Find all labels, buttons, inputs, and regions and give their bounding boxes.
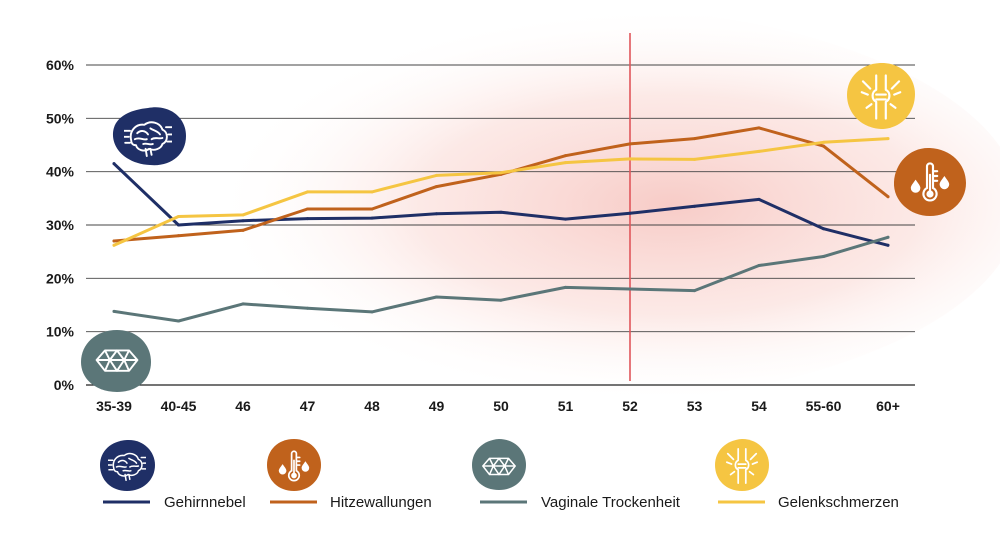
badge-thermo — [893, 147, 966, 216]
legend-item-brain: Gehirnnebel — [100, 439, 246, 511]
point-hot — [628, 142, 632, 146]
y-tick-label: 30% — [46, 217, 75, 233]
point-brain — [306, 217, 309, 221]
y-tick-label: 60% — [46, 57, 75, 73]
legend-brain-label: Gehirnnebel — [164, 494, 246, 511]
point-joint — [822, 140, 825, 144]
point-dry — [628, 287, 632, 291]
point-brain — [693, 204, 696, 208]
point-joint — [886, 137, 890, 141]
point-hot — [757, 126, 761, 130]
badge-brain-blob — [112, 107, 186, 166]
point-brain — [241, 219, 245, 223]
point-joint — [241, 213, 245, 217]
point-brain — [370, 216, 374, 220]
point-dry — [306, 306, 309, 310]
point-joint — [112, 243, 116, 247]
point-hot — [886, 195, 890, 199]
point-hot — [370, 207, 374, 211]
point-brain — [177, 223, 180, 227]
x-tick-label: 35-39 — [96, 398, 132, 414]
point-dry — [693, 289, 696, 293]
point-hot — [306, 207, 309, 211]
x-tick-label: 55-60 — [806, 398, 842, 414]
legend-item-crystal: Vaginale Trockenheit — [472, 439, 681, 511]
y-axis: 0% 10% 20% 30% 40% 50% 60% — [46, 57, 75, 393]
point-joint — [693, 157, 696, 161]
legend-crystal-blob — [472, 439, 526, 490]
series-lines — [112, 126, 890, 323]
x-tick-label: 52 — [622, 398, 638, 414]
point-joint — [757, 149, 761, 153]
point-dry — [886, 235, 890, 239]
x-tick-label: 48 — [364, 398, 380, 414]
point-brain — [822, 227, 825, 231]
legend-thermo-label: Hitzewallungen — [330, 494, 432, 511]
badge-brain — [112, 107, 186, 166]
point-joint — [628, 157, 632, 161]
point-hot — [435, 185, 438, 189]
legend-item-joint: Gelenkschmerzen — [715, 439, 899, 511]
point-dry — [177, 319, 180, 323]
x-tick-label: 49 — [429, 398, 445, 414]
point-brain — [628, 211, 632, 215]
point-joint — [370, 190, 374, 194]
point-joint — [435, 173, 438, 177]
point-joint — [306, 190, 309, 194]
badge-joint-blob — [847, 62, 915, 129]
point-hot — [564, 154, 567, 158]
x-tick-label: 50 — [493, 398, 509, 414]
point-brain — [112, 162, 116, 166]
point-dry — [241, 302, 245, 306]
badge-joint — [847, 62, 915, 129]
legend-crystal-label: Vaginale Trockenheit — [541, 494, 681, 511]
point-hot — [112, 239, 116, 243]
point-hot — [822, 144, 825, 148]
x-tick-label: 46 — [235, 398, 251, 414]
legend-joint-blob — [715, 439, 769, 491]
y-tick-label: 10% — [46, 324, 75, 340]
y-tick-label: 20% — [46, 270, 75, 286]
x-tick-label: 53 — [687, 398, 703, 414]
x-tick-label: 60+ — [876, 398, 900, 414]
y-tick-label: 50% — [46, 110, 75, 126]
point-joint — [177, 214, 180, 218]
point-brain — [435, 212, 438, 216]
y-tick-label: 40% — [46, 164, 75, 180]
badge-crystal — [81, 330, 151, 392]
point-hot — [693, 137, 696, 141]
point-dry — [822, 254, 825, 258]
y-tick-label: 0% — [54, 377, 75, 393]
point-brain — [757, 197, 761, 201]
point-hot — [241, 228, 245, 232]
point-dry — [564, 285, 567, 289]
point-dry — [112, 309, 116, 313]
x-tick-label: 54 — [751, 398, 767, 414]
point-dry — [757, 264, 761, 268]
background-glow — [100, 5, 1000, 405]
point-brain — [886, 243, 890, 247]
point-hot — [177, 234, 180, 238]
point-joint — [499, 171, 503, 175]
legend: Gehirnnebel Hitzewallungen Vaginale Troc… — [100, 439, 899, 511]
point-dry — [370, 310, 374, 314]
legend-brain-blob — [100, 439, 155, 491]
point-dry — [435, 295, 438, 299]
x-axis: 35-39 40-45 46 47 48 49 50 51 52 53 54 55-60 60+ — [96, 398, 900, 414]
point-dry — [499, 298, 503, 302]
point-brain — [564, 217, 567, 221]
x-tick-label: 40-45 — [161, 398, 197, 414]
point-joint — [564, 161, 567, 165]
legend-item-thermo: Hitzewallungen — [267, 439, 432, 511]
badge-crystal-blob — [81, 330, 151, 392]
x-tick-label: 47 — [300, 398, 316, 414]
legend-joint-label: Gelenkschmerzen — [778, 494, 899, 511]
point-brain — [499, 210, 503, 214]
x-tick-label: 51 — [558, 398, 574, 414]
